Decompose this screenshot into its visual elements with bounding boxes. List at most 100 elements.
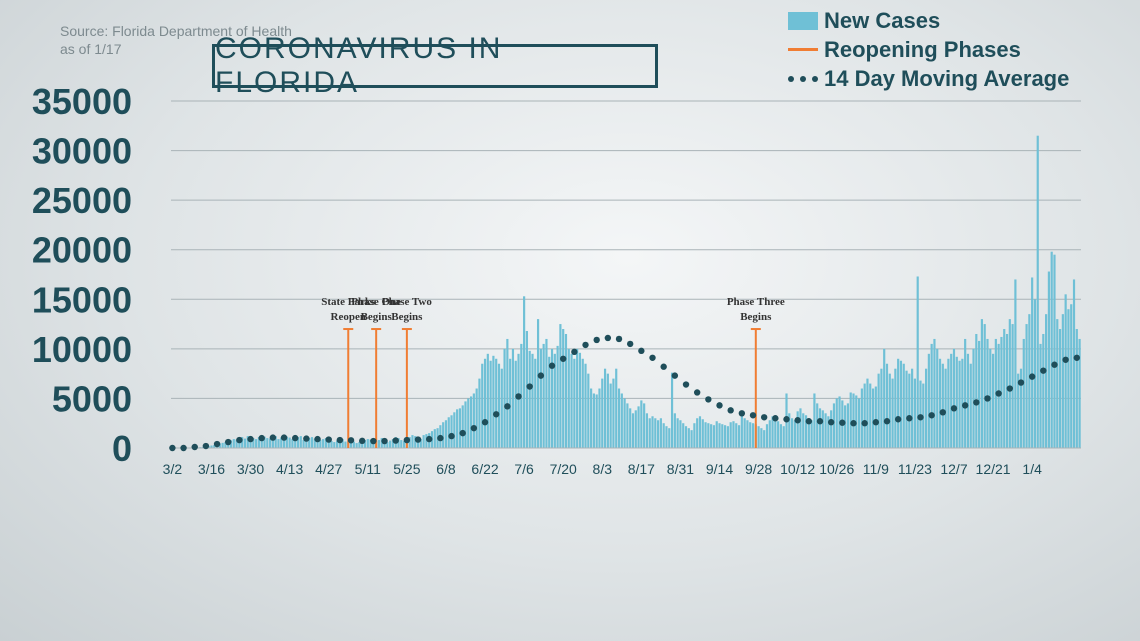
moving-average-point: [760, 414, 768, 421]
case-bar: [411, 435, 414, 448]
legend: New Cases Reopening Phases 14 Day Moving…: [788, 6, 1069, 93]
chart-title-text: CORONAVIRUS IN FLORIDA: [215, 32, 503, 99]
case-bar: [556, 345, 559, 448]
moving-average-point: [202, 442, 210, 450]
case-bar: [648, 418, 651, 448]
legend-item-moving-avg: 14 Day Moving Average: [788, 64, 1069, 93]
case-bar: [266, 438, 269, 448]
x-tick-label: 7/6: [514, 461, 534, 477]
case-bar: [617, 388, 621, 448]
case-bar: [1039, 343, 1042, 448]
case-bar: [210, 445, 213, 448]
moving-average-point: [928, 412, 935, 419]
case-bar: [400, 440, 403, 448]
moving-average-point: [303, 435, 310, 442]
case-bar: [447, 417, 450, 448]
moving-average-point: [939, 409, 947, 416]
x-tick-label: 3/2: [163, 461, 183, 477]
case-bar: [936, 348, 939, 448]
case-bar: [294, 438, 297, 448]
x-tick-label: 7/20: [550, 461, 577, 477]
case-bar: [777, 421, 780, 448]
case-bar: [966, 353, 970, 448]
case-bar: [313, 438, 316, 448]
case-bar: [531, 353, 534, 448]
moving-average-point: [883, 418, 891, 425]
case-bar: [422, 435, 425, 448]
phase-label: Phase One: [351, 296, 401, 308]
phase-label: Begins: [391, 311, 423, 323]
case-bar: [456, 409, 459, 448]
x-tick-label: 8/3: [593, 461, 613, 477]
case-bar: [897, 358, 900, 448]
case-bar: [743, 418, 746, 448]
case-bar: [740, 416, 743, 448]
case-bar: [550, 348, 554, 448]
case-bar: [355, 443, 358, 448]
case-bar: [978, 340, 981, 448]
case-bar: [958, 360, 961, 448]
case-bar: [676, 418, 679, 448]
moving-average-point: [213, 440, 221, 448]
moving-average-point: [749, 412, 757, 419]
case-bar: [634, 410, 637, 448]
x-tick-label: 6/22: [471, 461, 498, 477]
y-tick-label: 5000: [52, 378, 132, 419]
x-tick-label: 8/17: [628, 461, 655, 477]
case-bar: [746, 420, 749, 448]
case-bar: [517, 353, 520, 448]
case-bar: [640, 400, 643, 448]
case-bar: [668, 428, 671, 448]
legend-item-reopening: Reopening Phases: [788, 35, 1069, 64]
case-bar: [252, 438, 255, 448]
moving-average-point: [682, 381, 690, 388]
case-bar: [483, 358, 487, 448]
moving-average-point: [1017, 379, 1025, 386]
case-bar: [472, 393, 475, 448]
case-bar: [319, 440, 322, 448]
case-bar: [369, 439, 372, 448]
case-bar: [570, 353, 573, 448]
moving-average-point: [470, 424, 478, 432]
case-bar: [269, 438, 272, 448]
case-bar: [539, 348, 542, 448]
case-bar: [1008, 319, 1011, 448]
case-bar: [581, 358, 584, 448]
moving-average-point: [861, 420, 868, 427]
x-tick-label: 4/13: [276, 461, 303, 477]
case-bar: [308, 438, 311, 448]
case-bar: [693, 423, 696, 448]
case-bar: [224, 442, 227, 448]
moving-average-point: [917, 414, 924, 421]
case-bar: [1033, 299, 1037, 448]
case-bar: [816, 403, 819, 448]
case-bar: [657, 420, 660, 448]
case-bar: [1003, 329, 1006, 448]
moving-average-point: [392, 437, 399, 444]
case-bar: [821, 410, 824, 448]
case-bar: [810, 420, 813, 448]
case-bar: [344, 441, 347, 448]
phase-label: State Parks: [321, 296, 376, 308]
case-bar: [877, 373, 880, 448]
moving-average-point: [872, 419, 880, 426]
case-bar: [749, 422, 752, 448]
moving-average-point: [649, 354, 656, 361]
y-tick-label: 30000: [32, 131, 132, 172]
case-bar: [721, 424, 724, 448]
moving-average-point: [973, 399, 980, 406]
case-bar: [598, 388, 601, 448]
case-bar: [327, 439, 330, 448]
case-bar: [542, 343, 545, 448]
case-bar: [218, 443, 221, 448]
case-bar: [726, 426, 729, 448]
moving-average-point: [225, 438, 232, 446]
case-bar: [793, 420, 796, 448]
case-bar: [654, 418, 657, 448]
case-bar: [1072, 279, 1076, 448]
moving-average-point: [794, 417, 801, 424]
case-bar: [818, 408, 822, 448]
case-bar: [763, 430, 766, 448]
case-bar: [603, 368, 607, 448]
case-bar: [497, 363, 501, 448]
